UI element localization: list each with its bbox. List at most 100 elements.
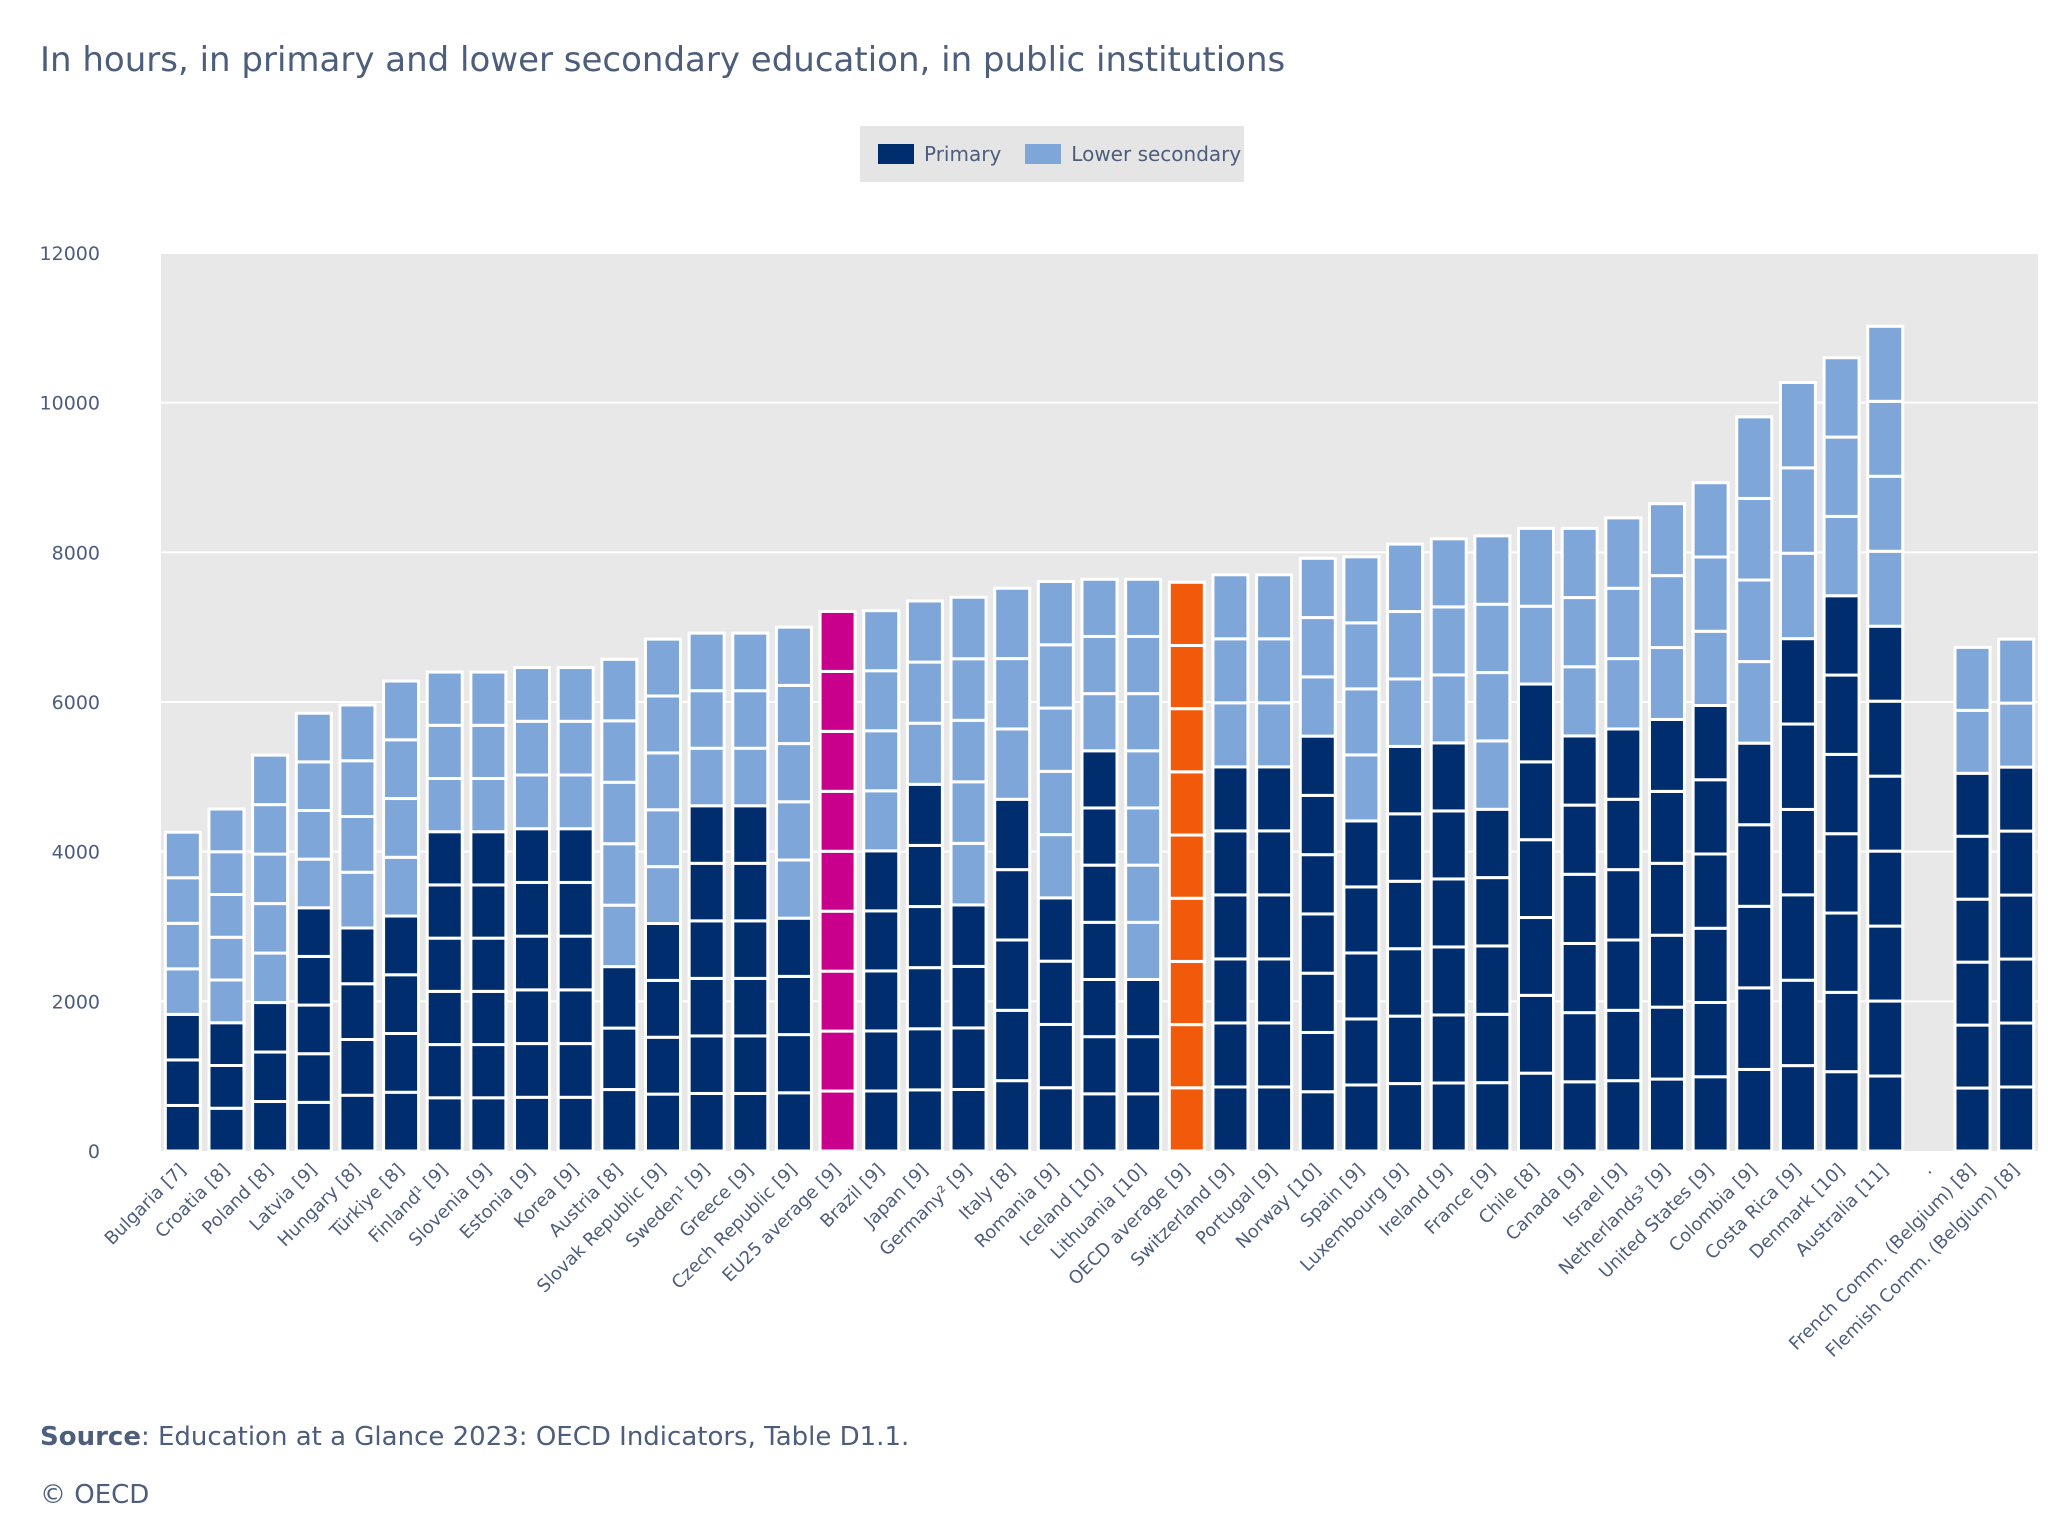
bar-segment (731, 804, 770, 865)
bar-segment (600, 1088, 639, 1153)
bar-segment (251, 951, 290, 1005)
bar-segment (1255, 701, 1294, 769)
y-tick-label: 4000 (52, 842, 100, 864)
bar-segment (1866, 924, 1905, 1003)
bar-segment (382, 679, 421, 742)
bar-segment (1560, 596, 1599, 669)
bar-segment (1560, 665, 1599, 738)
bar-segment (1386, 947, 1425, 1018)
bar-segment (1167, 896, 1206, 963)
bar-segment (382, 1032, 421, 1094)
bar-segment (207, 1021, 246, 1068)
bar-segment (1953, 1086, 1992, 1153)
bar-segment (1298, 675, 1337, 738)
bar-segment (207, 1106, 246, 1153)
bar-segment (993, 797, 1032, 872)
bar-segment (338, 703, 377, 763)
bar-segment (1997, 957, 2036, 1025)
bar-segment (1735, 823, 1774, 908)
bar-segment (818, 609, 857, 673)
bar-segment (425, 776, 464, 834)
bar-segment (338, 926, 377, 986)
bar-segment (1647, 789, 1686, 865)
bar-segment (993, 1008, 1032, 1083)
bar-segment (1560, 941, 1599, 1015)
bar-segment (1735, 741, 1774, 827)
bar-segment (1473, 739, 1512, 811)
bar-segment (1211, 765, 1250, 833)
bar-segment (1211, 957, 1250, 1025)
bar-segment (1560, 1080, 1599, 1153)
bar-segment (1778, 722, 1817, 811)
bar-segment (1342, 1083, 1381, 1153)
bar-segment (687, 746, 726, 808)
bar-segment (382, 973, 421, 1036)
bar-segment (949, 841, 988, 907)
bar-segment (1386, 542, 1425, 614)
bar-segment (1342, 885, 1381, 955)
bar-segment (1080, 977, 1119, 1039)
bar-segment (425, 723, 464, 780)
bar-segment (1211, 637, 1250, 705)
bar-segment (382, 738, 421, 801)
bar-segment (949, 1026, 988, 1091)
bar-segment (338, 1093, 377, 1153)
bar-segment (687, 1034, 726, 1095)
bar-segment (1124, 634, 1163, 696)
bar-segment (1429, 877, 1468, 949)
bar-segment (425, 883, 464, 940)
bar-segment (513, 1095, 552, 1153)
bar-segment (731, 919, 770, 980)
bar-segment (1080, 1092, 1119, 1153)
bar-segment (818, 669, 857, 733)
bar-segment (1298, 616, 1337, 679)
bar-segment (905, 660, 944, 725)
y-tick-label: 2000 (52, 991, 100, 1013)
bar-segment (1429, 945, 1468, 1017)
bar-segment (818, 1089, 857, 1153)
bar-segment (338, 982, 377, 1041)
legend-item-lower-secondary[interactable]: Lower secondary (1025, 142, 1241, 166)
bar-segment (207, 807, 246, 854)
legend-item-primary[interactable]: Primary (878, 142, 1001, 166)
bar-segment (643, 1035, 682, 1096)
bar-segment (1691, 1075, 1730, 1153)
bar-segment (1822, 911, 1861, 994)
bar-segment (207, 978, 246, 1025)
bar-segment (338, 1037, 377, 1097)
chart-legend: Primary Lower secondary (860, 126, 1244, 182)
bar-segment (513, 934, 552, 992)
bar-segment (600, 780, 639, 846)
bar-segment (207, 893, 246, 939)
bar-segment (905, 966, 944, 1031)
bar-segment (513, 666, 552, 723)
bar-segment (687, 1091, 726, 1153)
bar-segment (643, 751, 682, 812)
bar-segment (1386, 879, 1425, 951)
bar-segment (1647, 717, 1686, 793)
bar-segment (731, 1091, 770, 1153)
bar-segment (1604, 868, 1643, 942)
bar-segment (1255, 829, 1294, 897)
bar-segment (1167, 1023, 1206, 1090)
bar-segment (163, 1058, 202, 1107)
bar-segment (862, 729, 901, 793)
bar-segment (687, 861, 726, 923)
bar-segment (1866, 1074, 1905, 1153)
bar-segment (1080, 1035, 1119, 1096)
x-tick-label: . (1918, 1160, 1937, 1179)
bar-segment (1691, 555, 1730, 633)
bar-segment (1517, 682, 1556, 764)
bar-segment (1124, 863, 1163, 924)
bar-segment (1124, 577, 1163, 638)
bar-segment (1604, 586, 1643, 661)
bar-segment (993, 868, 1032, 942)
bar-segment (294, 1100, 333, 1153)
bar-segment (1211, 573, 1250, 641)
bar-segment (1604, 727, 1643, 801)
bar-segment (1778, 380, 1817, 470)
bar-segment (687, 689, 726, 750)
bar-segment (1647, 502, 1686, 578)
bar-segment (862, 849, 901, 913)
